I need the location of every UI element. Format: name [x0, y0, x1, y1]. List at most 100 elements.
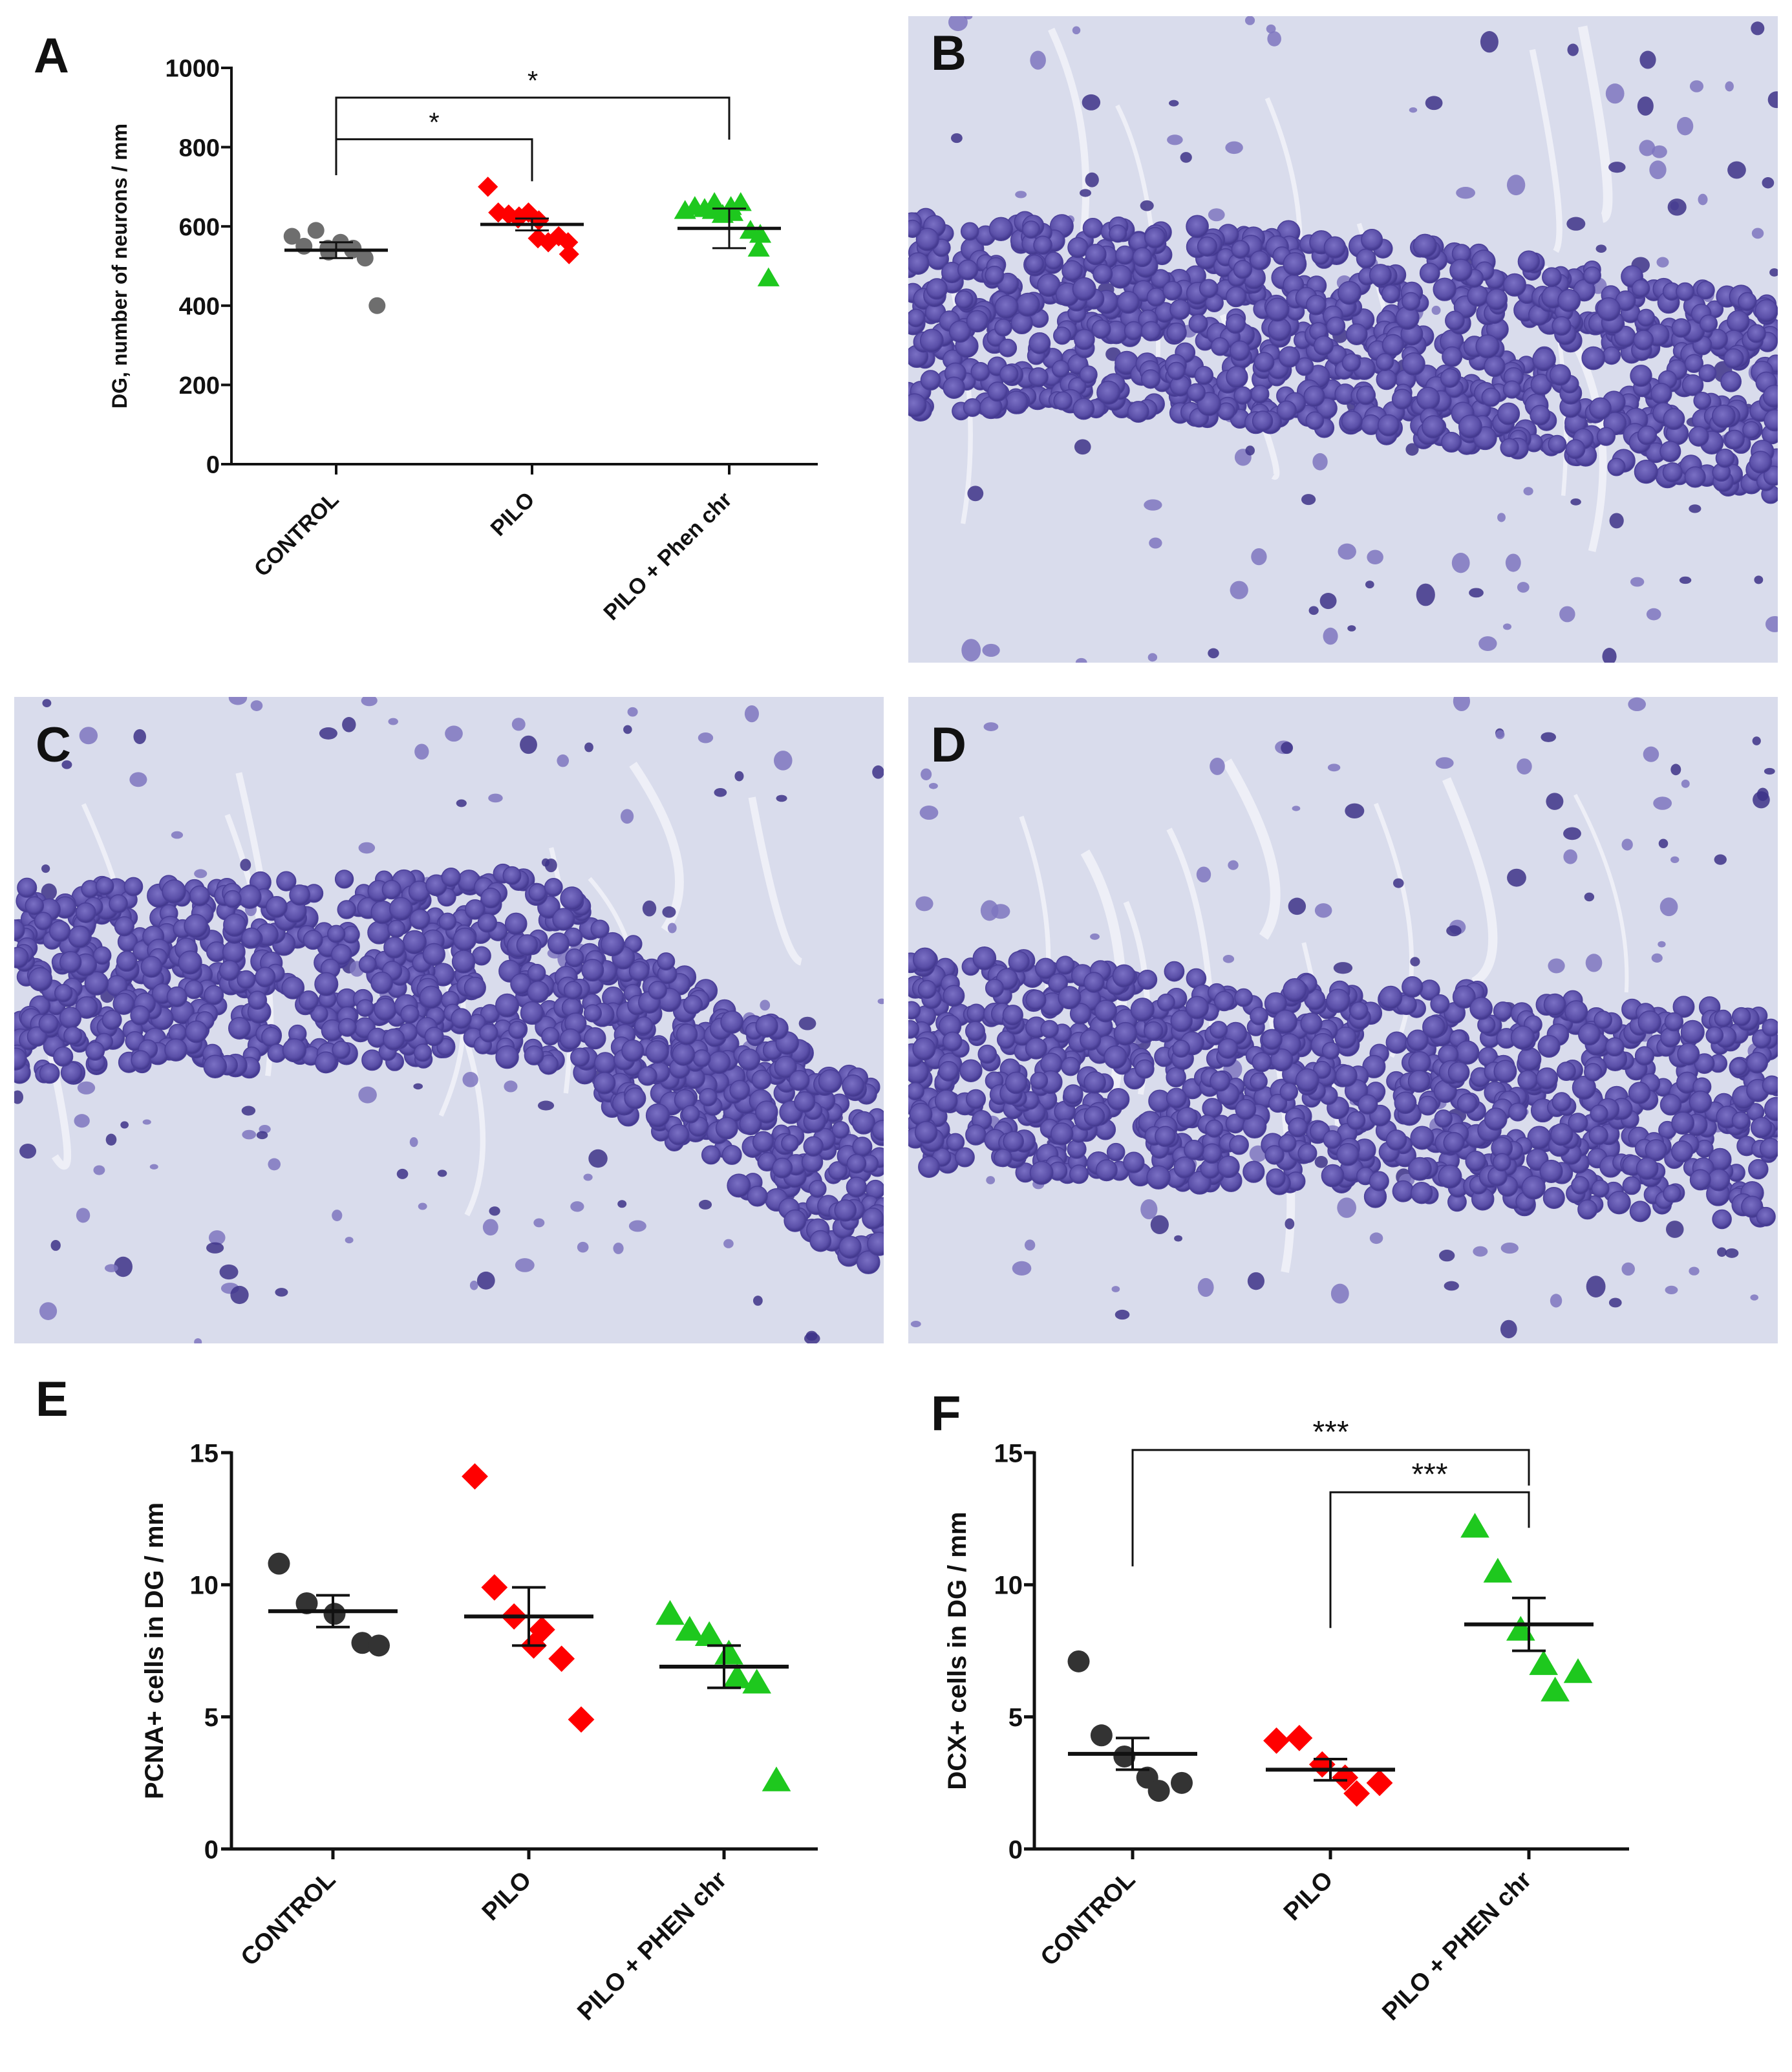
glial-cell: [1369, 1232, 1383, 1244]
category-label: CONTROL: [1036, 1866, 1141, 1972]
granule-neuron: [1112, 964, 1136, 988]
glial-cell: [1609, 513, 1624, 529]
glial-cell: [1754, 575, 1764, 584]
granule-neuron: [1030, 1071, 1049, 1090]
granule-neuron: [528, 883, 547, 902]
y-tick-label: 600: [179, 214, 220, 241]
category-label: PILO: [477, 1866, 537, 1926]
granule-neuron: [112, 992, 135, 1015]
granule-neuron: [1756, 1206, 1776, 1227]
granule-neuron: [1016, 292, 1040, 317]
granule-neuron: [1742, 421, 1761, 440]
significance-bracket: [1329, 1491, 1530, 1629]
granule-neuron: [361, 1049, 383, 1071]
granule-neuron: [1631, 279, 1650, 298]
glial-cell: [919, 806, 939, 820]
granule-neuron: [1172, 1040, 1191, 1058]
y-tick-label: 200: [179, 372, 220, 400]
glial-cell: [171, 831, 184, 839]
granule-neuron: [1712, 1209, 1732, 1230]
data-point: [295, 1592, 318, 1614]
granule-neuron: [68, 925, 91, 948]
granule-neuron: [1072, 398, 1095, 420]
granule-neuron: [1738, 292, 1757, 312]
glial-cell: [1717, 1247, 1727, 1257]
granule-neuron: [1565, 439, 1586, 460]
granule-neuron: [1650, 383, 1672, 405]
glial-cell: [74, 1114, 90, 1128]
significance-bracket: [335, 138, 533, 182]
granule-neuron: [965, 1124, 987, 1146]
granule-neuron: [222, 940, 246, 964]
glial-cell: [1546, 793, 1564, 810]
granule-neuron: [1323, 236, 1347, 259]
glial-cell: [1174, 1235, 1182, 1242]
granule-neuron: [131, 1050, 151, 1071]
granule-neuron: [495, 1045, 519, 1069]
granule-neuron: [1630, 365, 1652, 387]
granule-neuron: [1583, 266, 1601, 284]
granule-neuron: [1303, 385, 1325, 407]
granule-neuron: [1025, 989, 1047, 1010]
granule-neuron: [54, 983, 73, 1003]
glial-cell: [1115, 1309, 1130, 1320]
data-point: [295, 237, 313, 255]
granule-neuron: [1091, 319, 1111, 339]
granule-neuron: [1530, 374, 1552, 396]
data-point: [307, 222, 325, 239]
glial-cell: [1338, 543, 1356, 560]
data-point: [498, 204, 519, 225]
granule-neuron: [1467, 284, 1489, 307]
data-point: [488, 202, 509, 223]
granule-neuron: [383, 936, 405, 959]
glial-cell: [744, 705, 759, 723]
granule-neuron: [1407, 1029, 1429, 1052]
glial-cell: [1646, 608, 1661, 621]
granule-neuron: [1250, 1072, 1268, 1091]
granule-neuron: [1589, 397, 1612, 420]
granule-neuron: [1063, 1084, 1083, 1105]
granule-neuron: [1645, 1139, 1667, 1162]
granule-neuron: [1662, 462, 1683, 483]
granule-neuron: [1069, 1003, 1092, 1025]
granule-neuron: [624, 1087, 646, 1109]
glial-cell: [133, 729, 146, 744]
granule-neuron: [1226, 286, 1247, 308]
data-point: [481, 1574, 508, 1601]
glial-cell: [1301, 494, 1316, 506]
glial-cell: [1444, 1281, 1459, 1291]
glial-cell: [1756, 787, 1769, 801]
y-tick-label: 800: [179, 134, 220, 162]
glial-cell: [219, 1264, 239, 1280]
granule-neuron: [1493, 1001, 1513, 1021]
granule-neuron: [1747, 324, 1766, 343]
granule-neuron: [381, 880, 401, 900]
granule-neuron: [1104, 1045, 1127, 1069]
glial-cell: [445, 725, 463, 742]
granule-neuron: [453, 927, 477, 952]
glial-cell: [388, 718, 398, 725]
granule-neuron: [39, 1063, 60, 1084]
granule-neuron: [1276, 400, 1297, 421]
glial-cell: [319, 727, 337, 740]
granule-neuron: [276, 871, 297, 892]
granule-neuron: [1162, 281, 1182, 301]
granule-neuron: [1061, 1056, 1080, 1076]
granule-neuron: [400, 1004, 420, 1024]
granule-neuron: [1356, 248, 1376, 269]
granule-neuron: [17, 877, 37, 898]
granule-neuron: [1067, 1139, 1087, 1159]
granule-neuron: [1250, 385, 1270, 404]
granule-neuron: [282, 1038, 306, 1063]
granule-neuron: [1537, 1034, 1561, 1058]
granule-neuron: [1356, 385, 1376, 405]
granule-neuron: [101, 1010, 122, 1031]
glial-cell: [1670, 856, 1680, 863]
glial-cell: [1197, 1277, 1214, 1298]
granule-neuron: [593, 1072, 616, 1095]
y-tick-label: 5: [204, 1704, 219, 1732]
granule-neuron: [1381, 334, 1404, 357]
glial-cell: [1762, 177, 1775, 189]
granule-neuron: [1197, 236, 1218, 257]
glial-cell: [1658, 941, 1666, 948]
